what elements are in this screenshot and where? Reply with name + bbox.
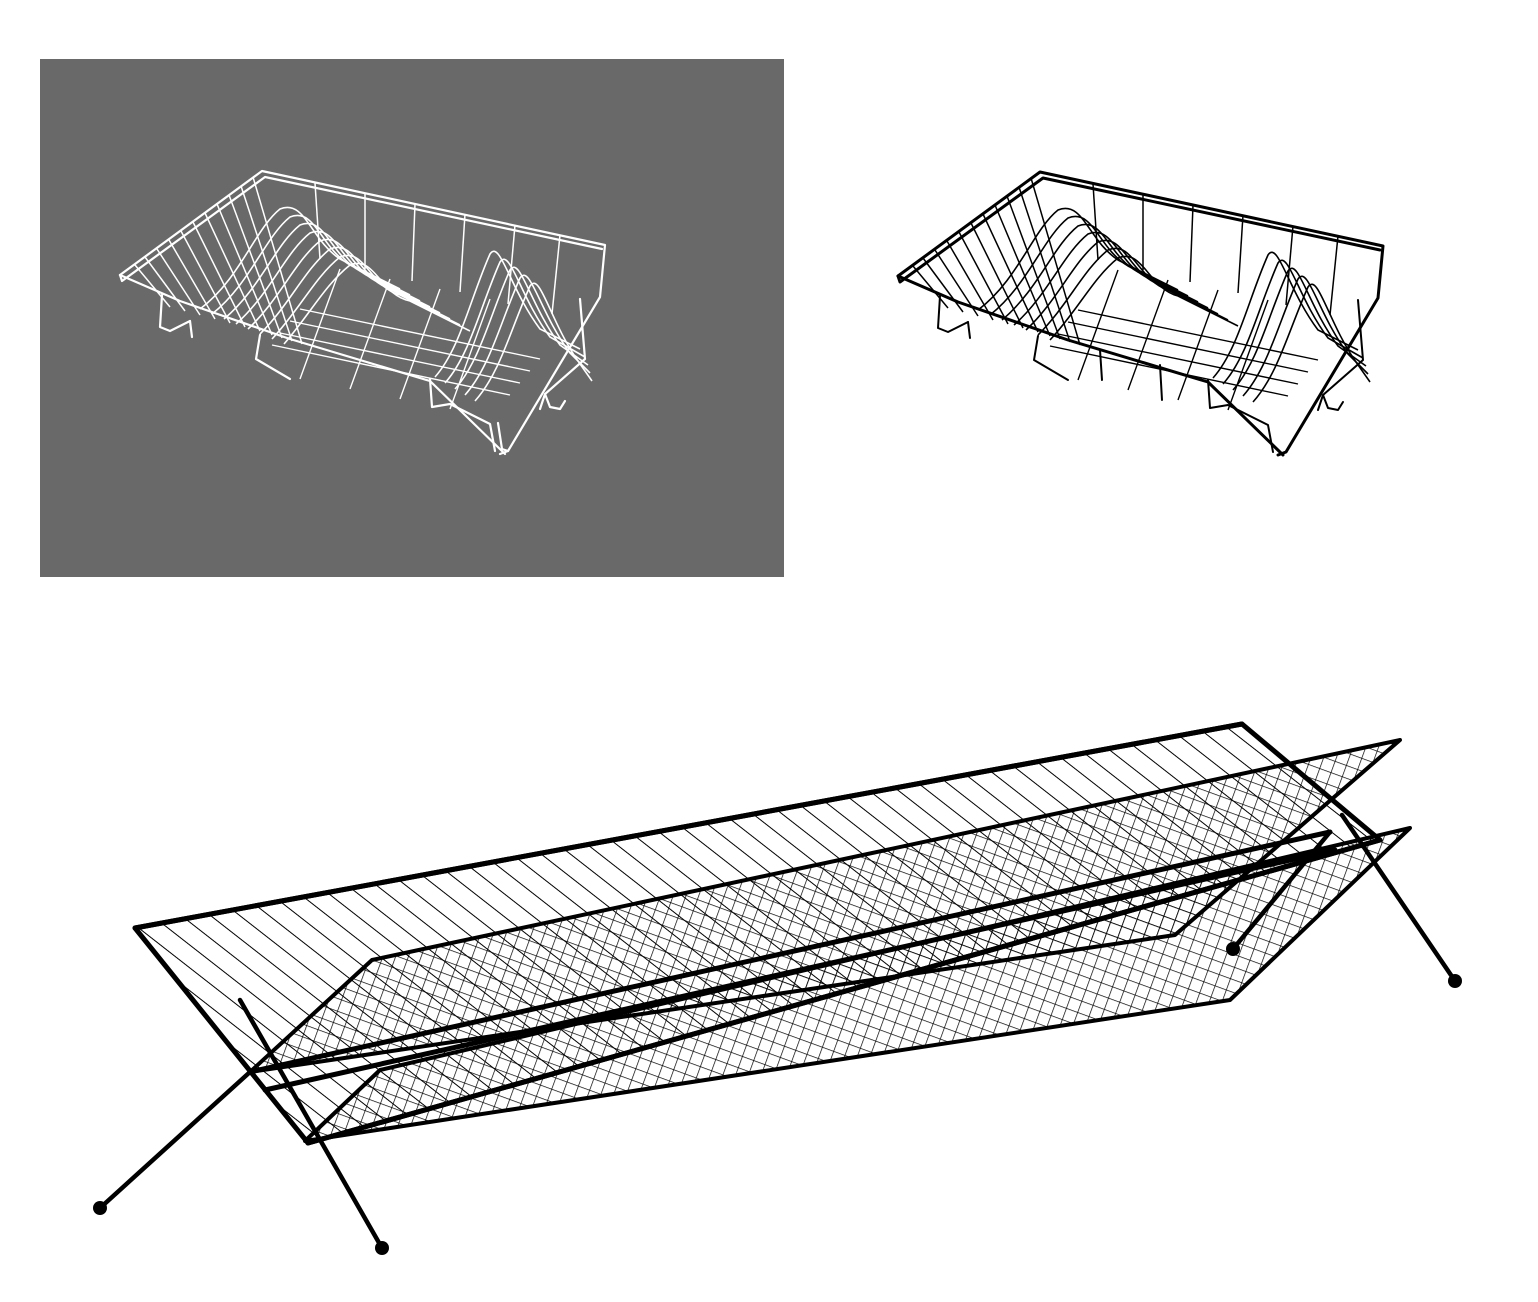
ball-foot-icon xyxy=(375,1241,389,1255)
panel-background xyxy=(40,59,784,577)
plate-divider-wires xyxy=(199,206,471,345)
rack-top-rim xyxy=(896,170,1385,457)
rack-leg xyxy=(1339,812,1458,984)
line-art-dish-rack-illustration xyxy=(896,170,1385,457)
rack-leg xyxy=(1099,349,1103,381)
rack-back-wires xyxy=(1092,183,1339,316)
rack-leg xyxy=(1230,829,1333,952)
ball-foot-icon xyxy=(93,1201,107,1215)
rack-floor-grid xyxy=(1049,269,1319,411)
rack-leg xyxy=(937,295,969,333)
rack-leg xyxy=(254,333,292,381)
plate-divider-wires-right xyxy=(1212,251,1371,403)
line-art-dish-rack-panel xyxy=(880,150,1400,480)
flat-rack-diagram xyxy=(93,721,1462,1255)
rack-leg xyxy=(188,319,194,339)
ball-foot-icon xyxy=(1448,974,1462,988)
ball-foot-icon xyxy=(1226,942,1240,956)
rack-back-wires xyxy=(314,182,561,315)
rack-side-wires xyxy=(912,177,1081,346)
plate-divider-wires-right xyxy=(434,250,593,402)
rack-center-bar xyxy=(262,847,1338,1093)
plate-divider-wires xyxy=(977,207,1239,341)
flat-rack-diagram-panel xyxy=(80,700,1480,1280)
rack-top-edge xyxy=(132,721,1245,931)
rack-leg xyxy=(237,997,385,1251)
rack-front-rim xyxy=(896,274,1285,457)
rack-leg xyxy=(158,293,192,333)
rack-leg xyxy=(1033,335,1069,381)
rack-leg xyxy=(428,377,497,453)
rack-leg xyxy=(1207,379,1274,453)
rack-side-wires xyxy=(134,176,303,345)
rack-leg xyxy=(97,1069,253,1211)
rack-center-bar xyxy=(247,829,1333,1075)
rack-leg xyxy=(967,321,971,339)
rack-leg xyxy=(496,421,510,453)
rendered-dish-rack-illustration xyxy=(40,59,784,577)
rack-floor-grid xyxy=(271,268,541,410)
rack-leg xyxy=(1159,364,1163,401)
rack-front-edge xyxy=(305,837,1383,1146)
rendered-dish-rack-panel xyxy=(40,59,784,577)
